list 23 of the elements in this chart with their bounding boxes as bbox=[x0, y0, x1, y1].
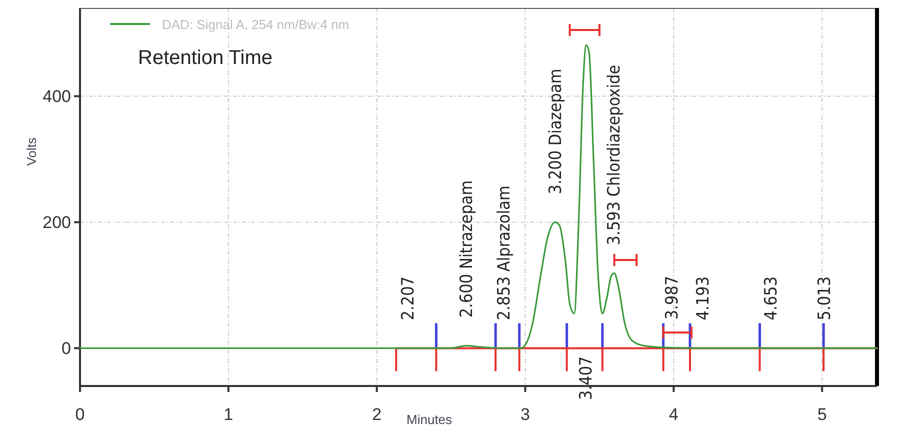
annotation: 3.593 Chlordiazepoxide bbox=[604, 64, 624, 246]
annotation: 2.207 bbox=[398, 276, 419, 320]
y-tick-label: 400 bbox=[42, 87, 71, 106]
x-tick-label: 3 bbox=[520, 405, 530, 424]
annotation: 3.200 Diazepam bbox=[546, 68, 566, 194]
x-tick-label: 1 bbox=[224, 405, 234, 424]
x-tick-label: 4 bbox=[668, 405, 678, 424]
x-tick-label: 2 bbox=[372, 405, 382, 424]
annotation: 4.653 bbox=[762, 276, 782, 320]
annotation: 2.853 Alprazolam bbox=[494, 186, 514, 320]
annotation: 3.407 bbox=[576, 356, 597, 400]
y-tick-label: 200 bbox=[42, 213, 71, 232]
annotation: 5.013 bbox=[815, 276, 836, 320]
y-axis-title: Volts bbox=[24, 137, 39, 166]
annotation: 2.600 Nitrazepam bbox=[456, 180, 477, 318]
annotation: Retention Time bbox=[138, 47, 273, 69]
y-tick-label: 0 bbox=[62, 339, 71, 358]
annotation: 4.193 bbox=[693, 276, 714, 320]
x-axis-title: Minutes bbox=[406, 412, 453, 427]
legend-label: DAD: Signal A, 254 nm/Bw:4 nm bbox=[162, 17, 350, 32]
annotation: 3.987 bbox=[662, 276, 683, 320]
x-tick-label: 0 bbox=[75, 405, 85, 424]
x-tick-label: 5 bbox=[817, 405, 827, 424]
